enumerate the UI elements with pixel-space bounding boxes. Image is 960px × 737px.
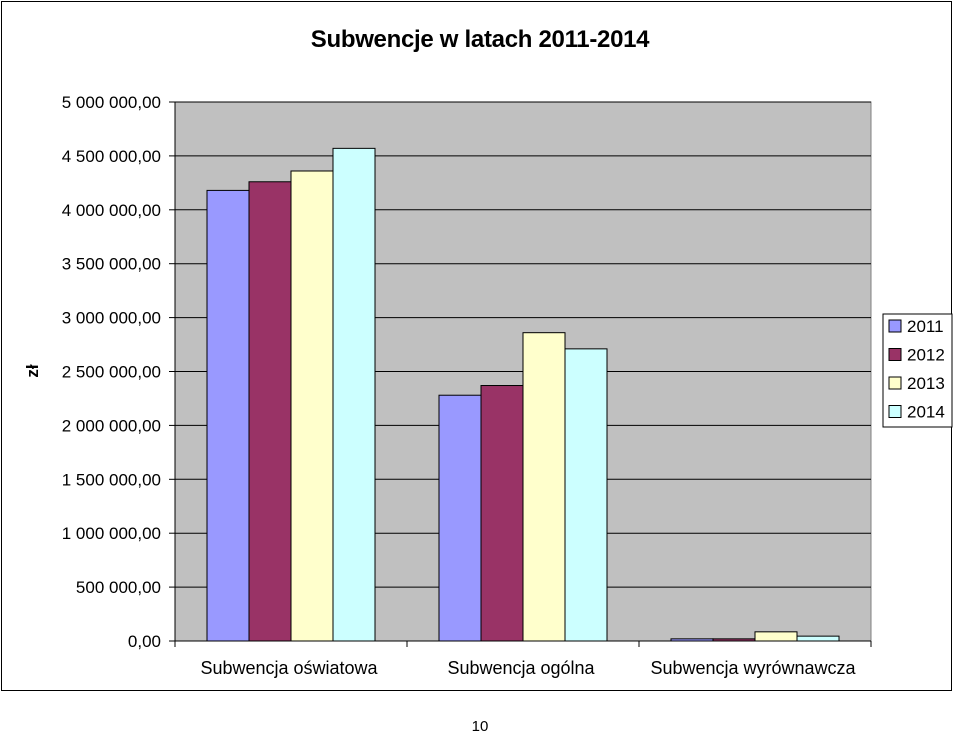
category-label: Subwencja wyrównawcza bbox=[650, 658, 856, 678]
y-tick-label: 4 500 000,00 bbox=[62, 147, 161, 166]
category-label: Subwencja oświatowa bbox=[200, 658, 378, 678]
legend-swatch-2012 bbox=[888, 348, 902, 361]
page-number: 10 bbox=[471, 718, 489, 735]
y-tick-label: 5 000 000,00 bbox=[62, 93, 161, 112]
category-label: Subwencja ogólna bbox=[447, 658, 595, 678]
y-axis-title: zł bbox=[23, 364, 42, 378]
legend-swatch-2013 bbox=[888, 376, 902, 390]
bar-2012-1 bbox=[248, 181, 292, 642]
y-tick-label: 0,00 bbox=[128, 632, 161, 651]
legend-swatch-2014 bbox=[888, 405, 902, 418]
y-tick-label: 2 500 000,00 bbox=[62, 363, 161, 382]
chart-title: Subwencje w latach 2011-2014 bbox=[310, 26, 650, 53]
legend: 2011 2012 2013 2014 bbox=[882, 313, 953, 428]
y-tick-label: 3 500 000,00 bbox=[62, 255, 161, 274]
bar-2013-3 bbox=[754, 631, 798, 642]
legend-label-2013: 2013 bbox=[907, 374, 945, 393]
bar-2011-1 bbox=[206, 189, 250, 642]
bar-2014-2 bbox=[564, 348, 608, 642]
bar-2011-2 bbox=[438, 394, 482, 642]
bar-2013-1 bbox=[290, 170, 334, 642]
bar-2013-2 bbox=[522, 332, 566, 642]
bar-2014-3 bbox=[796, 635, 840, 642]
y-tick-label: 1 500 000,00 bbox=[62, 470, 161, 489]
y-tick-label: 2 000 000,00 bbox=[62, 416, 161, 435]
y-tick-label: 1 000 000,00 bbox=[62, 524, 161, 543]
legend-label-2011: 2011 bbox=[907, 317, 944, 336]
legend-swatch-2011 bbox=[888, 319, 902, 333]
legend-label-2014: 2014 bbox=[907, 403, 945, 422]
legend-label-2012: 2012 bbox=[907, 346, 945, 365]
y-tick-label: 4 000 000,00 bbox=[62, 201, 161, 220]
y-tick-label: 3 000 000,00 bbox=[62, 309, 161, 328]
bar-2012-2 bbox=[480, 385, 524, 642]
y-tick-label: 500 000,00 bbox=[76, 578, 161, 597]
bar-2014-1 bbox=[332, 147, 376, 642]
